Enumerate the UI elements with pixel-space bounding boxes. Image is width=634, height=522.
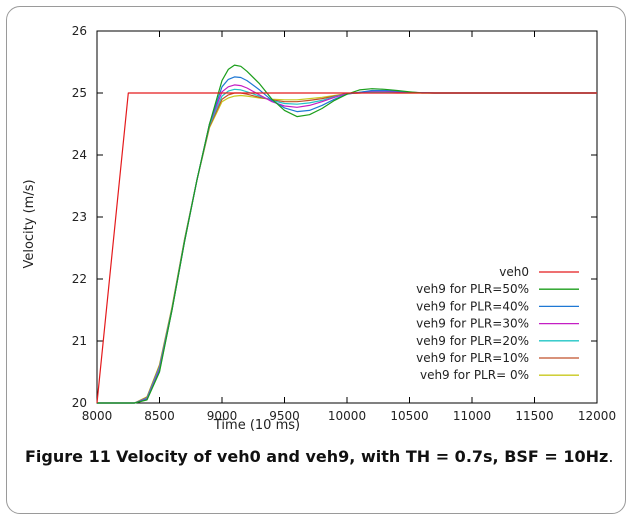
y-tick-label: 22 <box>72 272 87 286</box>
x-axis-label: Time (10 ms) <box>213 418 300 433</box>
y-tick-label: 20 <box>72 396 87 410</box>
velocity-chart: 8000 8500 9000 9500 10000 10500 11000 11500 1200… <box>22 24 616 433</box>
legend-label: veh9 for PLR=10% <box>416 351 529 365</box>
x-tick-label: 11500 <box>515 409 553 423</box>
figure-frame: 8000 8500 9000 9500 10000 10500 11000 11500 1200… <box>6 6 626 514</box>
x-tick-label: 8000 <box>82 409 113 423</box>
caption-period: . <box>608 447 614 466</box>
figure-caption-text: Velocity of veh0 and veh9, with TH = 0.7… <box>115 447 609 466</box>
x-tick-label: 12000 <box>578 409 616 423</box>
x-tick-label: 9000 <box>207 409 238 423</box>
legend-label: veh9 for PLR=30% <box>416 317 529 331</box>
x-tick-label: 9500 <box>269 409 300 423</box>
legend-label: veh9 for PLR= 0% <box>420 368 529 382</box>
figure-caption: Figure 11 Velocity of veh0 and veh9, wit… <box>25 445 621 469</box>
y-tick-label: 21 <box>72 334 87 348</box>
series-lines <box>96 64 597 404</box>
y-tick-label: 25 <box>72 86 87 100</box>
axes: 8000 8500 9000 9500 10000 10500 11000 11500 1200… <box>72 24 616 423</box>
x-tick-label: 10000 <box>328 409 366 423</box>
x-tick-label: 11000 <box>453 409 491 423</box>
y-axis-label: Velocity (m/s) <box>22 179 37 268</box>
legend-label: veh9 for PLR=40% <box>416 299 529 313</box>
series-line-veh9-for-plr-50- <box>97 64 597 404</box>
legend-label: veh0 <box>499 265 529 279</box>
legend-label: veh9 for PLR=20% <box>416 334 529 348</box>
y-tick-label: 26 <box>72 24 87 38</box>
series-line-veh0 <box>96 92 597 404</box>
y-tick-label: 23 <box>72 210 87 224</box>
figure-label: Figure 11 <box>25 447 111 466</box>
legend: veh0 veh9 for PLR=50% veh9 for PLR=40% veh9… <box>416 265 579 382</box>
legend-label: veh9 for PLR=50% <box>416 282 529 296</box>
x-tick-label: 10500 <box>390 409 428 423</box>
y-tick-label: 24 <box>72 148 87 162</box>
x-tick-label: 8500 <box>144 409 175 423</box>
